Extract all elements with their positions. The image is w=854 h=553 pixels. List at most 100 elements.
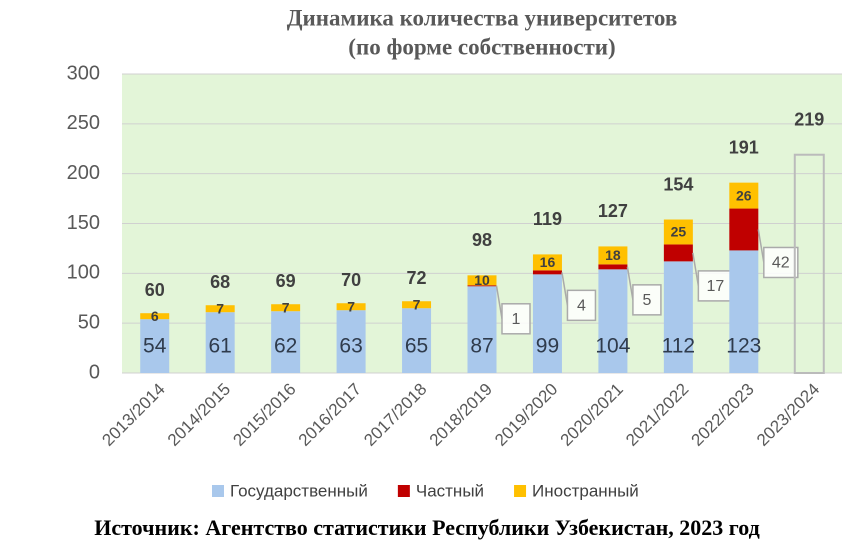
x-tick-label: 2020/2021 — [557, 380, 627, 450]
bar-segment — [336, 303, 366, 311]
bar-segment — [532, 274, 562, 373]
data-label: 4 — [577, 298, 586, 315]
x-tick-label: 2017/2018 — [360, 380, 430, 450]
bar-segment — [532, 254, 562, 271]
y-tick-label: 300 — [67, 62, 100, 84]
bar-segment — [532, 270, 562, 275]
legend-swatch — [514, 485, 527, 497]
data-label: 6 — [151, 308, 159, 324]
data-label: 7 — [282, 299, 290, 315]
bar-segment — [663, 261, 693, 373]
bar-segment — [140, 319, 170, 373]
data-label: 26 — [736, 187, 752, 203]
data-label: 1 — [512, 311, 521, 328]
data-label: 65 — [405, 335, 428, 358]
data-label: 123 — [726, 335, 761, 358]
bar-segment — [205, 305, 235, 313]
bar-segment — [663, 244, 693, 262]
bar-segment — [205, 312, 235, 373]
legend-swatch — [212, 485, 224, 497]
total-label: 98 — [472, 230, 492, 250]
callout-box — [697, 270, 734, 302]
y-tick-label: 150 — [67, 212, 100, 234]
bar-segment — [271, 304, 301, 312]
bar-segment — [729, 250, 759, 373]
leader-line — [626, 266, 634, 300]
data-label: 7 — [413, 296, 421, 312]
chart-title: Динамика количества университетов — [287, 5, 678, 30]
bar-segment — [598, 269, 628, 373]
bar-segment — [729, 182, 759, 209]
x-tick-label: 2021/2022 — [622, 380, 692, 450]
leader-line — [495, 285, 503, 319]
total-label: 70 — [341, 270, 361, 290]
data-label: 42 — [772, 255, 790, 272]
total-bar — [793, 153, 825, 374]
data-label: 16 — [540, 254, 556, 270]
data-label: 54 — [143, 335, 167, 358]
callout-box — [501, 303, 531, 335]
bar-segment — [467, 286, 497, 373]
x-tick-label: 2016/2017 — [295, 380, 365, 450]
data-label: 63 — [339, 335, 362, 358]
bar-segment — [467, 285, 497, 287]
leader-line — [561, 272, 569, 306]
data-label: 87 — [470, 335, 493, 358]
leader-line — [692, 252, 700, 287]
bar-segment — [598, 264, 628, 270]
legend-label: Частный — [416, 481, 484, 500]
total-label: 68 — [210, 272, 230, 292]
legend-swatch — [397, 485, 410, 497]
data-label: 62 — [274, 335, 297, 358]
total-label: 119 — [533, 209, 562, 229]
leader-line — [757, 229, 765, 263]
bar-segment — [402, 301, 432, 309]
total-label: 127 — [598, 201, 628, 221]
data-label: 18 — [605, 247, 621, 263]
bar-segment — [467, 275, 497, 286]
bar-segment — [336, 310, 366, 373]
y-tick-label: 100 — [67, 262, 100, 284]
y-tick-label: 250 — [67, 112, 100, 134]
x-tick-label: 2023/2024 — [753, 380, 823, 450]
x-tick-label: 2022/2023 — [688, 380, 758, 450]
data-label: 17 — [706, 278, 724, 295]
bar-segment — [598, 246, 628, 265]
data-label: 112 — [662, 335, 695, 358]
y-tick-label: 200 — [67, 162, 100, 184]
total-label: 219 — [794, 109, 824, 129]
callout-box — [566, 289, 597, 322]
data-label: 10 — [474, 272, 490, 288]
data-label: 61 — [209, 335, 232, 358]
data-label: 25 — [671, 224, 687, 240]
x-tick-label: 2014/2015 — [164, 380, 234, 450]
callout-box — [763, 246, 799, 279]
y-tick-label: 50 — [78, 311, 100, 333]
legend-label: Государственный — [230, 481, 368, 500]
total-label: 191 — [729, 137, 759, 157]
legend-label: Иностранный — [532, 481, 639, 500]
callout-box — [632, 284, 662, 316]
total-label: 154 — [663, 174, 693, 194]
bar-segment — [271, 311, 301, 373]
source: Источник: Агентство статистики Республик… — [94, 515, 759, 540]
x-tick-label: 2013/2014 — [98, 380, 168, 450]
y-tick-label: 0 — [89, 361, 100, 383]
bar-segment — [402, 308, 432, 373]
data-label: 5 — [642, 292, 651, 309]
data-label: 7 — [216, 300, 224, 316]
data-label: 99 — [536, 335, 559, 358]
chart-subtitle: (по форме собственности) — [348, 34, 615, 59]
bar-segment — [140, 313, 170, 320]
x-tick-label: 2018/2019 — [426, 380, 496, 450]
total-label: 72 — [407, 268, 427, 288]
bar-segment — [663, 219, 693, 245]
x-tick-label: 2015/2016 — [229, 380, 299, 450]
x-tick-label: 2019/2020 — [491, 380, 561, 450]
total-label: 60 — [145, 280, 165, 300]
total-label: 69 — [276, 271, 296, 291]
data-label: 104 — [595, 335, 630, 358]
bar-segment — [729, 208, 759, 251]
data-label: 7 — [347, 298, 355, 314]
